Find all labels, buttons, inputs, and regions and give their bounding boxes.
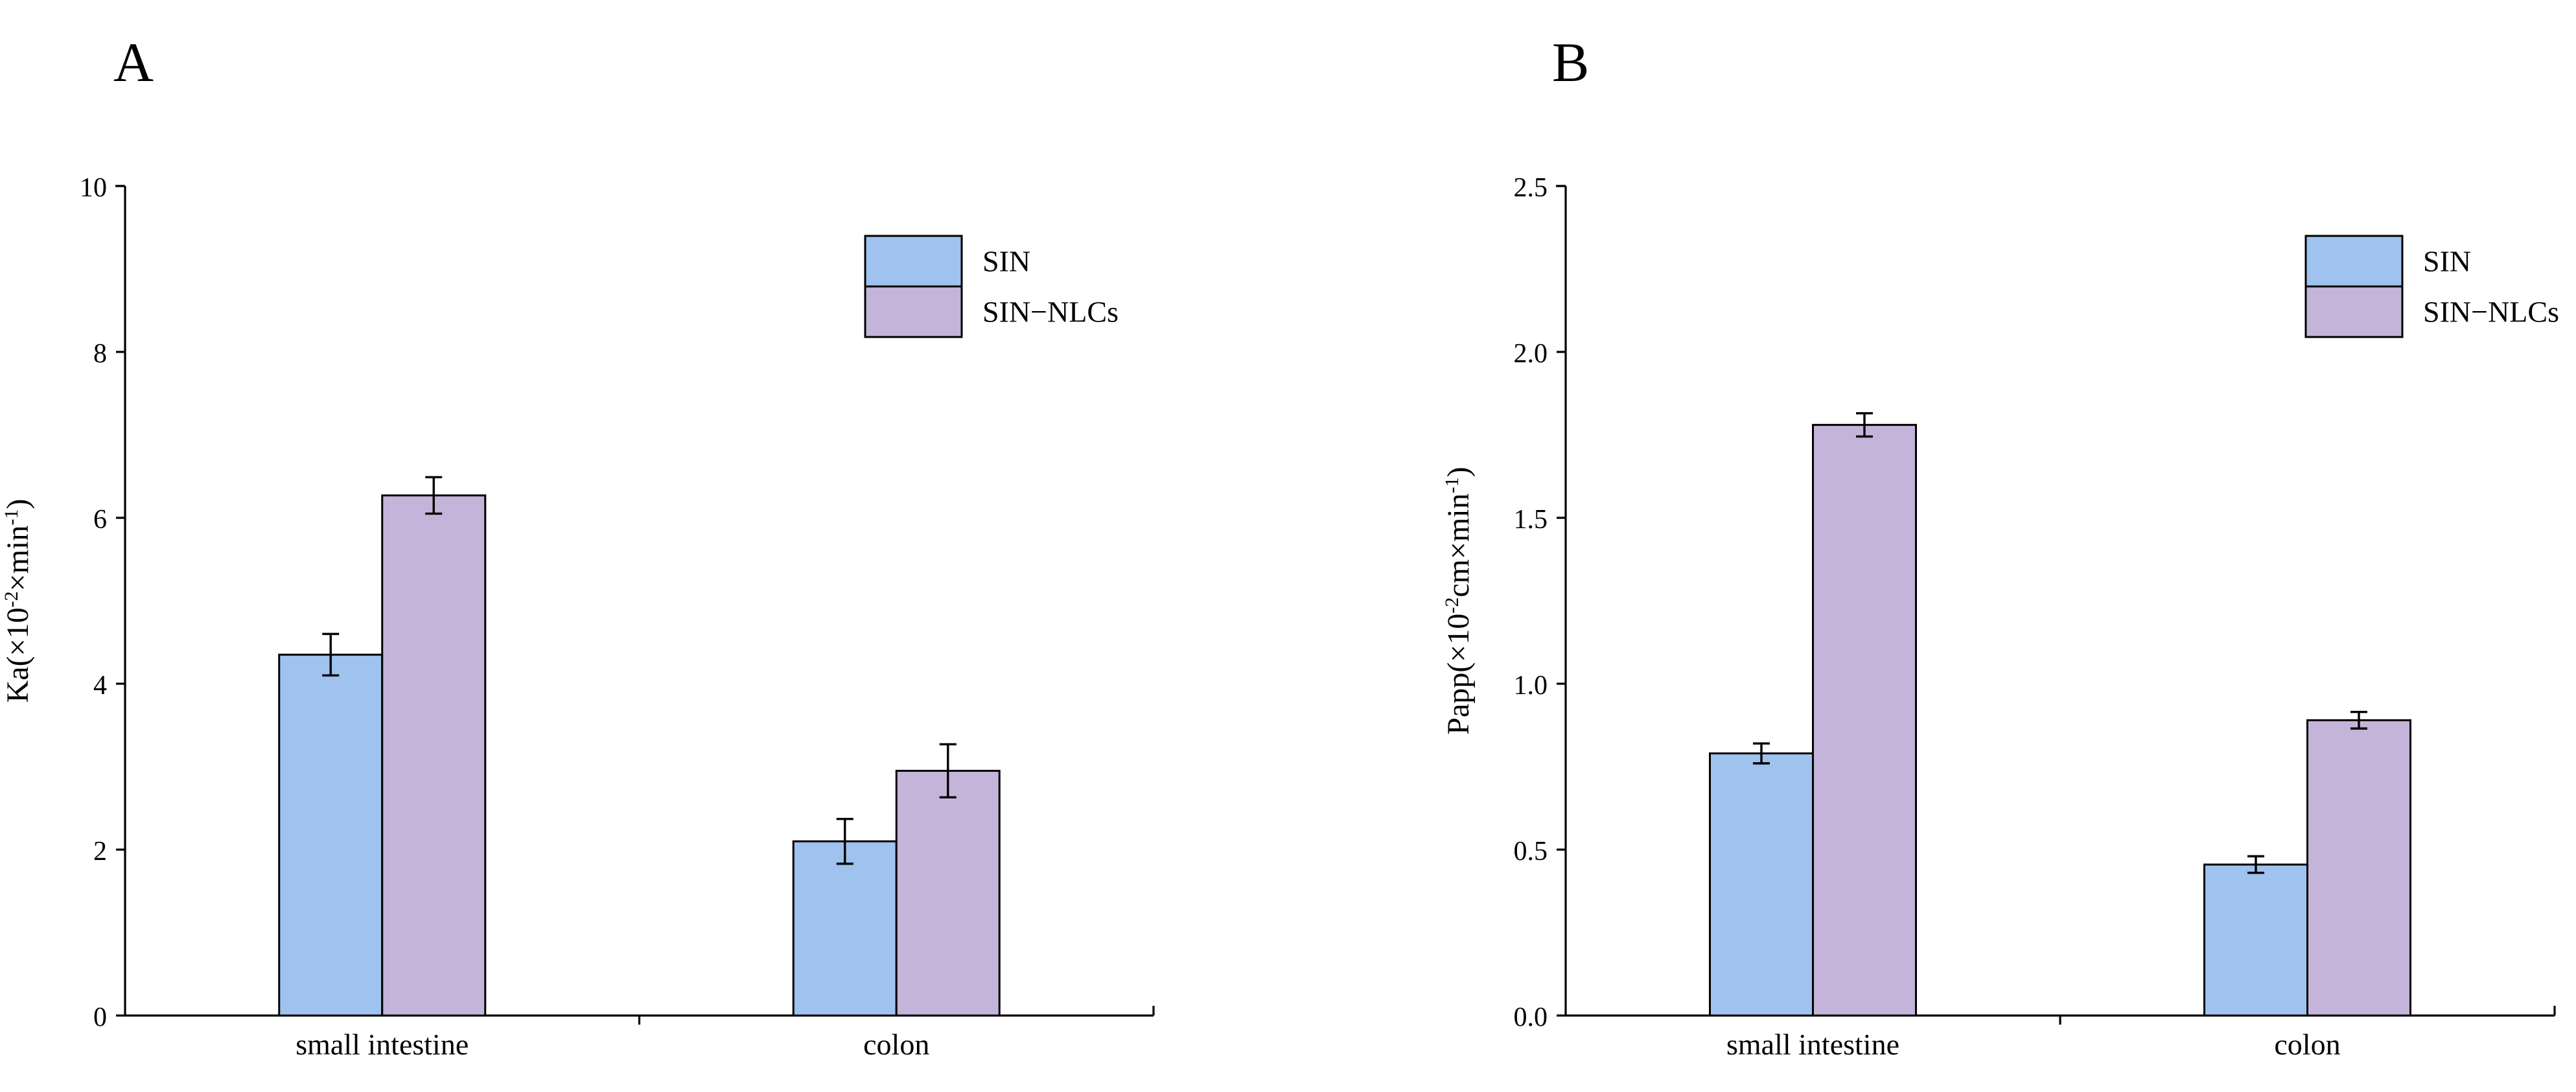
svg-text:2.0: 2.0 [1514, 339, 1548, 369]
svg-text:10: 10 [80, 173, 107, 203]
svg-text:SIN−NLCs: SIN−NLCs [982, 296, 1119, 329]
svg-text:B: B [1552, 31, 1589, 93]
svg-text:2: 2 [93, 837, 107, 866]
svg-text:colon: colon [863, 1028, 929, 1061]
svg-text:small intestine: small intestine [296, 1028, 469, 1061]
svg-text:A: A [113, 31, 154, 93]
svg-text:1.0: 1.0 [1514, 671, 1548, 701]
svg-text:8: 8 [93, 339, 107, 369]
svg-text:0.5: 0.5 [1514, 837, 1548, 866]
svg-text:0.0: 0.0 [1514, 1003, 1548, 1032]
svg-text:colon: colon [2274, 1028, 2340, 1061]
svg-text:SIN−NLCs: SIN−NLCs [2423, 296, 2559, 329]
svg-text:small intestine: small intestine [1726, 1028, 1899, 1061]
svg-text:2.5: 2.5 [1514, 173, 1548, 203]
svg-text:0: 0 [93, 1003, 107, 1032]
svg-text:1.5: 1.5 [1514, 505, 1548, 535]
svg-text:4: 4 [93, 671, 107, 701]
svg-text:SIN: SIN [982, 245, 1030, 278]
svg-text:SIN: SIN [2423, 245, 2471, 278]
svg-text:6: 6 [93, 505, 107, 535]
